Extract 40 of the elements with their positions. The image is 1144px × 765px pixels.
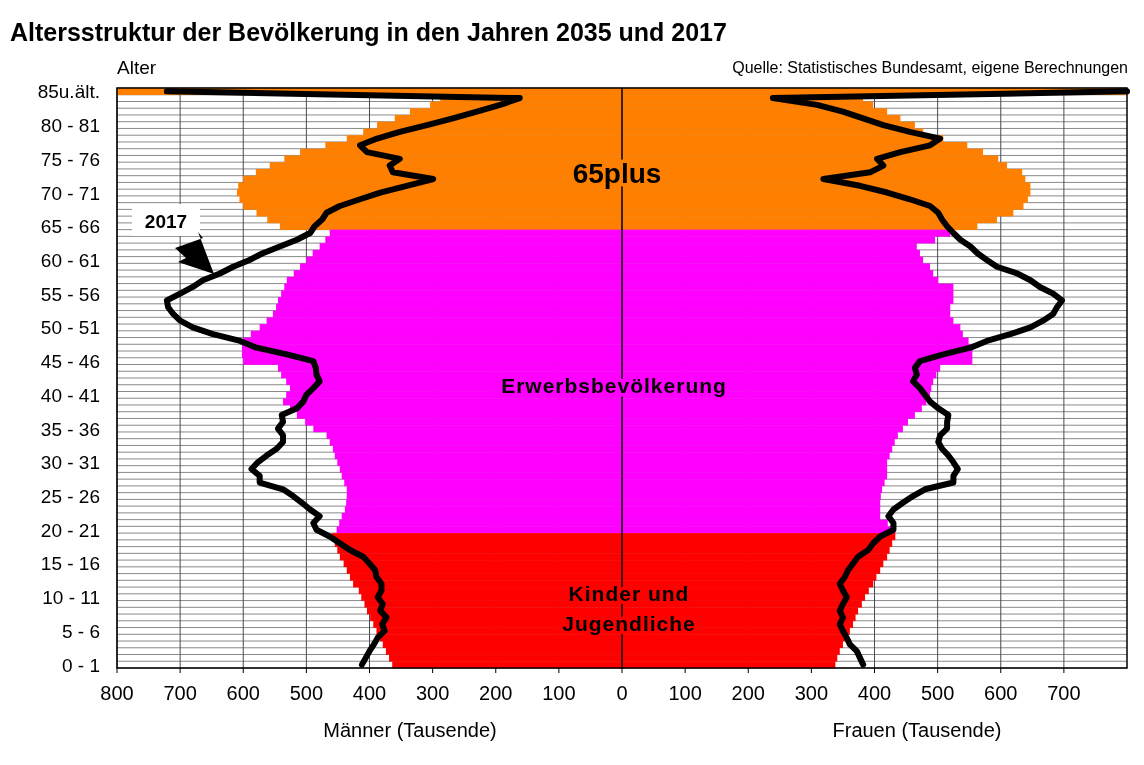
chart-title: Altersstruktur der Bevölkerung in den Jahren 2035 und 2017 bbox=[10, 18, 727, 46]
x-tick-label: 800 bbox=[100, 682, 134, 704]
x-axis-title: Männer (Tausende) bbox=[323, 719, 497, 741]
y-tick-label: 60 - 61 bbox=[40, 249, 100, 271]
y-tick-label: 25 - 26 bbox=[40, 486, 100, 508]
y-tick-label: 15 - 16 bbox=[40, 553, 100, 575]
y-tick-label: 30 - 31 bbox=[40, 452, 100, 474]
x-tick-label: 400 bbox=[857, 682, 892, 704]
text: 2017 bbox=[144, 211, 188, 232]
y-tick-label: 5 - 6 bbox=[61, 620, 100, 642]
y-tick-label: 70 - 71 bbox=[40, 182, 100, 204]
source-note: Quelle: Statistisches Bundesamt, eigene Berechnungen bbox=[732, 59, 1128, 76]
y-tick-label: 10 - 11 bbox=[42, 587, 100, 609]
x-tick-label: 400 bbox=[352, 682, 387, 704]
y-tick-label: 75 - 76 bbox=[40, 148, 100, 170]
y-tick-label: 45 - 46 bbox=[40, 351, 100, 373]
y-tick-label: 50 - 51 bbox=[40, 317, 100, 339]
x-tick-label: 200 bbox=[479, 682, 513, 704]
x-tick-label: 500 bbox=[920, 682, 955, 704]
y-tick-label: 40 - 41 bbox=[40, 384, 100, 406]
x-tick-label: 500 bbox=[289, 682, 324, 704]
x-tick-label: 700 bbox=[163, 682, 197, 704]
y-tick-label: 35 - 36 bbox=[40, 418, 100, 440]
y-tick-label: 55 - 56 bbox=[40, 283, 100, 305]
x-tick-label: 200 bbox=[731, 682, 765, 704]
y-axis-title: Alter bbox=[117, 57, 157, 78]
x-tick-label: 300 bbox=[415, 682, 450, 704]
text: Frauen (Tausende) bbox=[832, 719, 1002, 741]
y-tick-label: 20 - 21 bbox=[40, 519, 100, 541]
y-tick-label: 85u.ält. bbox=[37, 81, 100, 103]
x-tick-label: 600 bbox=[226, 682, 260, 704]
y-tick-label: 0 - 1 bbox=[61, 654, 100, 676]
x-tick-label: 300 bbox=[794, 682, 829, 704]
x-tick-label: 100 bbox=[542, 682, 576, 704]
y-tick-label: 80 - 81 bbox=[40, 115, 100, 137]
x-tick-label: 600 bbox=[984, 682, 1018, 704]
x-tick-label: 700 bbox=[1047, 682, 1081, 704]
y-tick-label: 65 - 66 bbox=[40, 216, 100, 238]
x-tick-label: 100 bbox=[668, 682, 702, 704]
x-tick-label: 0 bbox=[616, 682, 628, 704]
